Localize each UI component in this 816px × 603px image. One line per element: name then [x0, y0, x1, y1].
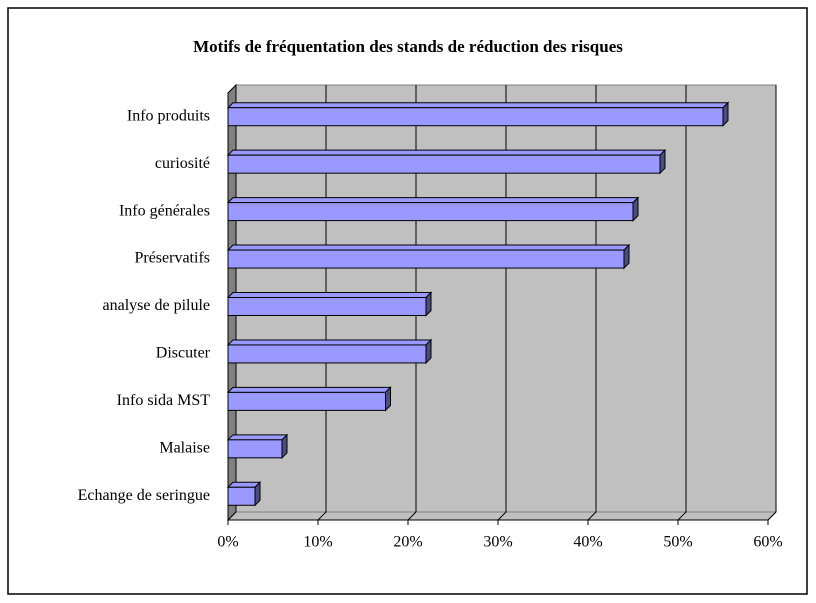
grid-line [497, 511, 507, 521]
bar-top [226, 386, 392, 393]
bar-top [226, 149, 667, 156]
grid-line [587, 511, 597, 521]
bar [227, 439, 283, 459]
y-tick-label: Echange de seringue [78, 487, 210, 504]
grid-line [677, 511, 687, 521]
grid-line [227, 511, 237, 521]
x-tick-label: 30% [483, 534, 512, 551]
bar [227, 486, 256, 506]
chart-title: Motifs de fréquentation des stands de ré… [193, 37, 623, 56]
bar-top [226, 339, 433, 346]
x-tick-label: 0% [217, 534, 238, 551]
grid-line [317, 511, 327, 521]
y-tick-label: Préservatifs [134, 250, 210, 267]
y-tick-label: Info sida MST [117, 392, 211, 409]
x-tick-label: 20% [393, 534, 422, 551]
bar-top [226, 434, 289, 441]
bar-top [226, 102, 730, 109]
x-tick-label: 50% [663, 534, 692, 551]
x-tick-label: 60% [753, 534, 782, 551]
bar [227, 202, 634, 222]
bar [227, 249, 625, 269]
bar-top [226, 292, 433, 298]
grid-line [767, 511, 777, 521]
bar-top [226, 197, 640, 204]
x-tick-label: 40% [573, 534, 602, 551]
bar [227, 344, 427, 364]
y-tick-label: curiosité [155, 155, 210, 172]
y-tick-label: Info générales [119, 202, 210, 219]
y-tick-label: Info produits [127, 107, 210, 124]
bar [227, 154, 661, 174]
y-tick-label: Discuter [156, 345, 211, 362]
bar [227, 297, 427, 316]
bar [227, 107, 724, 127]
grid-line [407, 511, 417, 521]
bar [227, 391, 386, 411]
x-tick-label: 10% [303, 534, 332, 551]
bar-top [226, 244, 631, 251]
y-tick-label: Malaise [159, 440, 210, 457]
y-tick-label: analyse de pilule [102, 297, 210, 314]
